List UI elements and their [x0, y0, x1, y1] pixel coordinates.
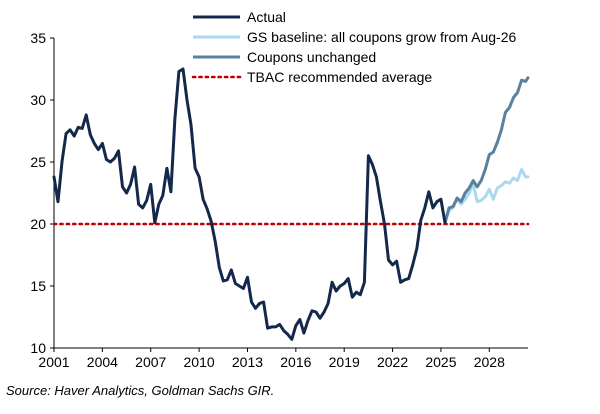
legend-label-0: Actual	[247, 9, 286, 25]
x-tick-label: 2016	[280, 354, 311, 370]
x-tick-label: 2013	[232, 354, 263, 370]
y-tick-label: 35	[30, 30, 46, 46]
y-tick-label: 10	[30, 340, 46, 356]
y-tick-label: 30	[30, 92, 46, 108]
source-note: Source: Haver Analytics, Goldman Sachs G…	[6, 383, 274, 398]
legend-label-3: TBAC recommended average	[247, 69, 432, 85]
legend-label-2: Coupons unchanged	[247, 49, 376, 65]
x-tick-label: 2004	[87, 354, 118, 370]
x-tick-label: 2022	[377, 354, 408, 370]
series-line-gs-baseline	[443, 167, 530, 225]
x-tick-label: 2019	[329, 354, 360, 370]
series-line-coupons-unchanged	[443, 76, 530, 225]
y-tick-label: 15	[30, 278, 46, 294]
x-tick-label: 2001	[38, 354, 69, 370]
series-lines	[52, 67, 530, 341]
y-tick-label: 25	[30, 154, 46, 170]
axes	[50, 37, 528, 352]
x-tick-label: 2010	[184, 354, 215, 370]
y-tick-label: 20	[30, 216, 46, 232]
legend: Actual GS baseline: all coupons grow from…	[191, 9, 516, 85]
series-line-actual	[52, 67, 447, 341]
legend-label-1: GS baseline: all coupons grow from Aug-2…	[247, 29, 516, 45]
x-tick-label: 2025	[425, 354, 456, 370]
x-tick-label: 2007	[135, 354, 166, 370]
x-tick-label: 2028	[474, 354, 505, 370]
